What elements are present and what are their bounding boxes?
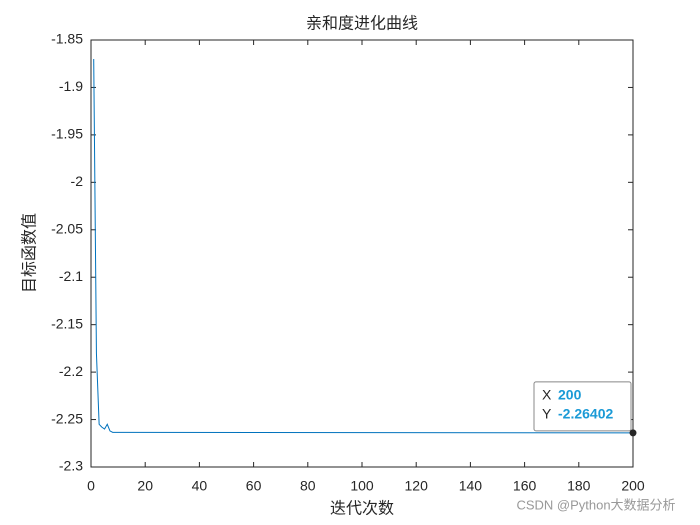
x-tick-label: 160 <box>513 478 537 494</box>
x-tick-label: 80 <box>300 478 316 494</box>
y-tick-label: -1.85 <box>51 31 83 47</box>
chart-title: 亲和度进化曲线 <box>306 14 418 33</box>
y-tick-label: -2.15 <box>51 315 83 331</box>
y-tick-label: -2.2 <box>59 363 83 379</box>
x-tick-label: 200 <box>621 478 645 494</box>
datatip-box <box>533 381 632 432</box>
y-tick-label: -1.95 <box>51 126 83 142</box>
y-tick-label: -2.3 <box>59 458 83 474</box>
y-tick-label: -2 <box>71 173 84 189</box>
x-tick-label: 0 <box>87 478 95 494</box>
datatip-y-value: -2.26402 <box>558 406 613 422</box>
x-tick-label: 120 <box>405 478 429 494</box>
x-tick-label: 140 <box>459 478 483 494</box>
x-tick-label: 180 <box>567 478 591 494</box>
y-tick-label: -2.1 <box>59 268 83 284</box>
datatip-x-value: 200 <box>558 387 582 403</box>
y-tick-label: -1.9 <box>59 78 83 94</box>
datatip-y-name: Y <box>542 406 552 422</box>
x-axis-label: 迭代次数 <box>330 499 394 518</box>
watermark: CSDN @Python大数据分析 <box>516 497 675 512</box>
data-line <box>93 58 634 434</box>
datatip-x-name: X <box>542 387 552 403</box>
datatip: X 200 Y -2.26402 <box>533 381 637 437</box>
x-tick-label: 20 <box>137 478 153 494</box>
x-tick-label: 60 <box>246 478 262 494</box>
x-tick-label: 100 <box>350 478 374 494</box>
y-tick-label: -2.05 <box>51 220 83 236</box>
y-tick-label: -2.25 <box>51 410 83 426</box>
datatip-marker <box>629 429 637 437</box>
y-axis-label: 目标函数值 <box>20 213 39 293</box>
x-tick-label: 40 <box>192 478 208 494</box>
